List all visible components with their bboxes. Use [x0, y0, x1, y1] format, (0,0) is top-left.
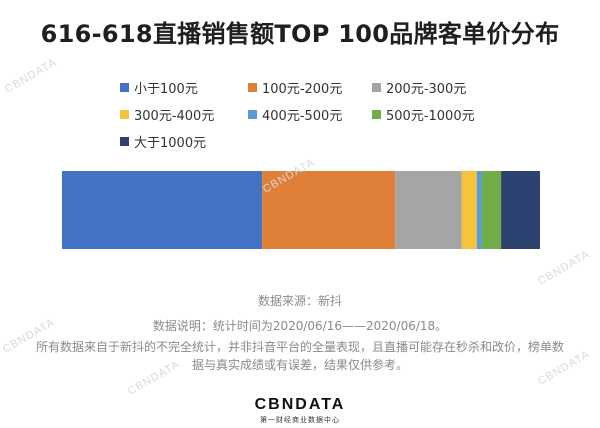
bar-segment-7 [501, 171, 540, 249]
legend-item-500-1000: 500元-1000元 [372, 105, 475, 125]
legend-swatch-icon [120, 110, 129, 119]
legend-swatch-icon [120, 83, 129, 92]
legend-label: 100元-200元 [262, 82, 343, 97]
legend-item-200-300: 200元-300元 [372, 78, 466, 98]
legend-label: 300元-400元 [134, 109, 215, 124]
bar-segment-2 [262, 171, 396, 249]
chart-title: 616-618直播销售额TOP 100品牌客单价分布 [40, 20, 560, 48]
logo-name: CBNDATA [254, 396, 346, 413]
bar-segment-1 [62, 171, 263, 249]
data-note: 数据说明：统计时间为2020/06/16——2020/06/18。 [152, 319, 448, 333]
legend-swatch-icon [120, 137, 129, 146]
disclaimer: 所有数据来自于新抖的不完全统计，并非抖音平台的全量表现，且直播可能存在秒杀和改价… [35, 340, 564, 372]
legend-item-gt1000: 大于1000元 [120, 132, 206, 152]
legend-swatch-icon [372, 83, 381, 92]
legend-label: 200元-300元 [386, 82, 467, 97]
cbndata-logo: CBNDATA 第一财经商业数据中心 [0, 396, 600, 425]
bar-segment-6 [481, 171, 502, 249]
legend-label: 大于1000元 [134, 136, 207, 151]
legend-swatch-icon [372, 110, 381, 119]
chart-legend: 小于100元 100元-200元 200元-300元 300元-400元 400… [120, 78, 500, 158]
legend-swatch-icon [248, 83, 257, 92]
legend-label: 500元-1000元 [386, 109, 475, 124]
bar-segment-4 [461, 171, 477, 249]
legend-item-300-400: 300元-400元 [120, 105, 214, 125]
legend-item-100-200: 100元-200元 [248, 78, 342, 98]
data-source: 数据来源：新抖 [257, 294, 342, 308]
legend-label: 小于100元 [134, 82, 198, 97]
bar-segment-5 [476, 171, 482, 249]
legend-label: 400元-500元 [262, 109, 343, 124]
legend-item-400-500: 400元-500元 [248, 105, 342, 125]
legend-item-lt100: 小于100元 [120, 78, 198, 98]
legend-swatch-icon [248, 110, 257, 119]
bar-segment-3 [395, 171, 462, 249]
logo-tagline: 第一财经商业数据中心 [260, 416, 340, 424]
